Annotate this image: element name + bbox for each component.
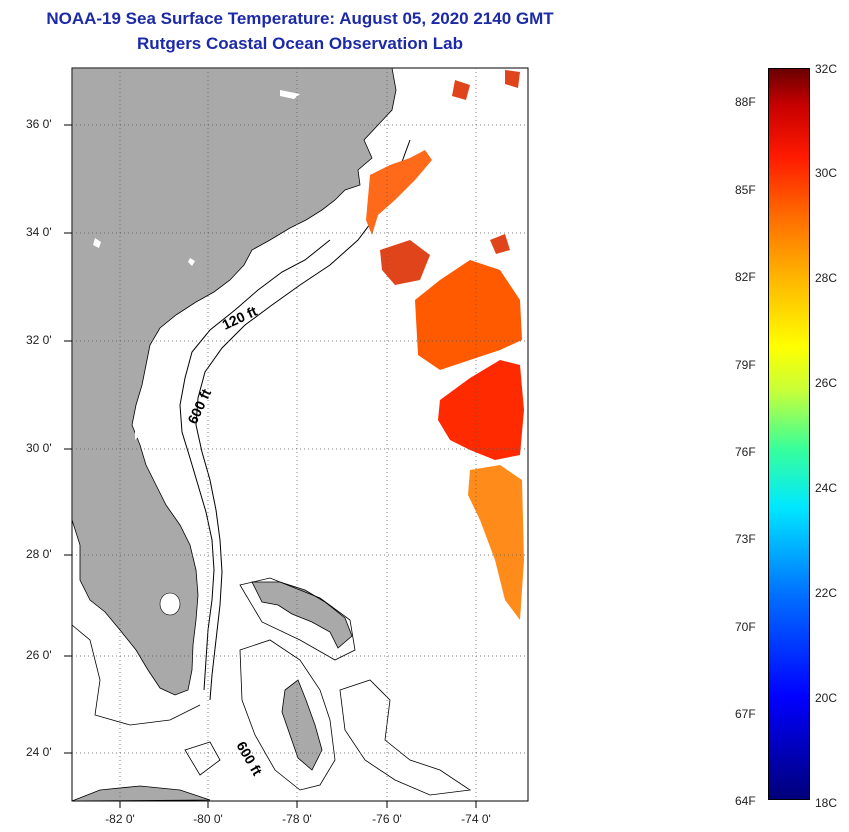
lon-label-78: -78 0' — [282, 812, 312, 826]
colorbar-f-73: 73F — [735, 532, 756, 546]
land-us-coast — [71, 67, 397, 696]
colorbar-c-18: 18C — [815, 796, 838, 810]
lat-label-32: 32 0' — [26, 333, 52, 347]
sst-patch-coastal — [366, 150, 432, 235]
sst-patch-south — [468, 465, 524, 620]
colorbar-f-88: 88F — [735, 95, 756, 109]
map-title: NOAA-19 Sea Surface Temperature: August … — [46, 9, 554, 28]
lat-label-34: 34 0' — [26, 225, 52, 239]
temperature-colorbar — [768, 68, 810, 800]
sst-patch-north — [415, 260, 522, 370]
colorbar-c-22: 22C — [815, 586, 838, 600]
lake-okeechobee — [159, 592, 181, 616]
land-bahamas-north — [251, 581, 353, 649]
contour-florida-keys — [71, 624, 201, 726]
land-bahamas-andros — [281, 679, 323, 771]
lon-label-80: -80 0' — [193, 812, 223, 826]
colorbar-c-26: 26C — [815, 376, 838, 390]
sst-patch-central — [438, 360, 524, 460]
colorbar-c-30: 30C — [815, 166, 838, 180]
map-ticks — [64, 124, 477, 808]
map-subtitle: Rutgers Coastal Ocean Observation Lab — [137, 34, 463, 53]
colorbar-f-70: 70F — [735, 620, 756, 634]
lon-label-74: -74 0' — [461, 812, 491, 826]
lat-label-28: 28 0' — [26, 547, 52, 561]
lat-label-36: 36 0' — [26, 117, 52, 131]
lat-label-24: 24 0' — [26, 745, 52, 759]
map-grid — [72, 68, 528, 801]
colorbar-f-79: 79F — [735, 358, 756, 372]
contour-120ft — [179, 239, 331, 691]
lat-label-30: 30 0' — [26, 441, 52, 455]
contour-bahamas — [184, 577, 472, 796]
colorbar-f-64: 64F — [735, 794, 756, 808]
colorbar-f-85: 85F — [735, 183, 756, 197]
land-cuba — [71, 785, 211, 802]
colorbar-c-28: 28C — [815, 271, 838, 285]
lat-label-26: 26 0' — [26, 648, 52, 662]
contour-600ft — [195, 139, 411, 701]
lon-label-76: -76 0' — [372, 812, 402, 826]
colorbar-c-20: 20C — [815, 691, 838, 705]
sst-data-layer — [366, 70, 524, 620]
sst-patch-scatter — [380, 70, 520, 285]
colorbar-f-82: 82F — [735, 270, 756, 284]
colorbar-f-67: 67F — [735, 707, 756, 721]
lon-label-82: -82 0' — [105, 812, 135, 826]
colorbar-c-32: 32C — [815, 62, 838, 76]
colorbar-f-76: 76F — [735, 445, 756, 459]
colorbar-c-24: 24C — [815, 481, 838, 495]
